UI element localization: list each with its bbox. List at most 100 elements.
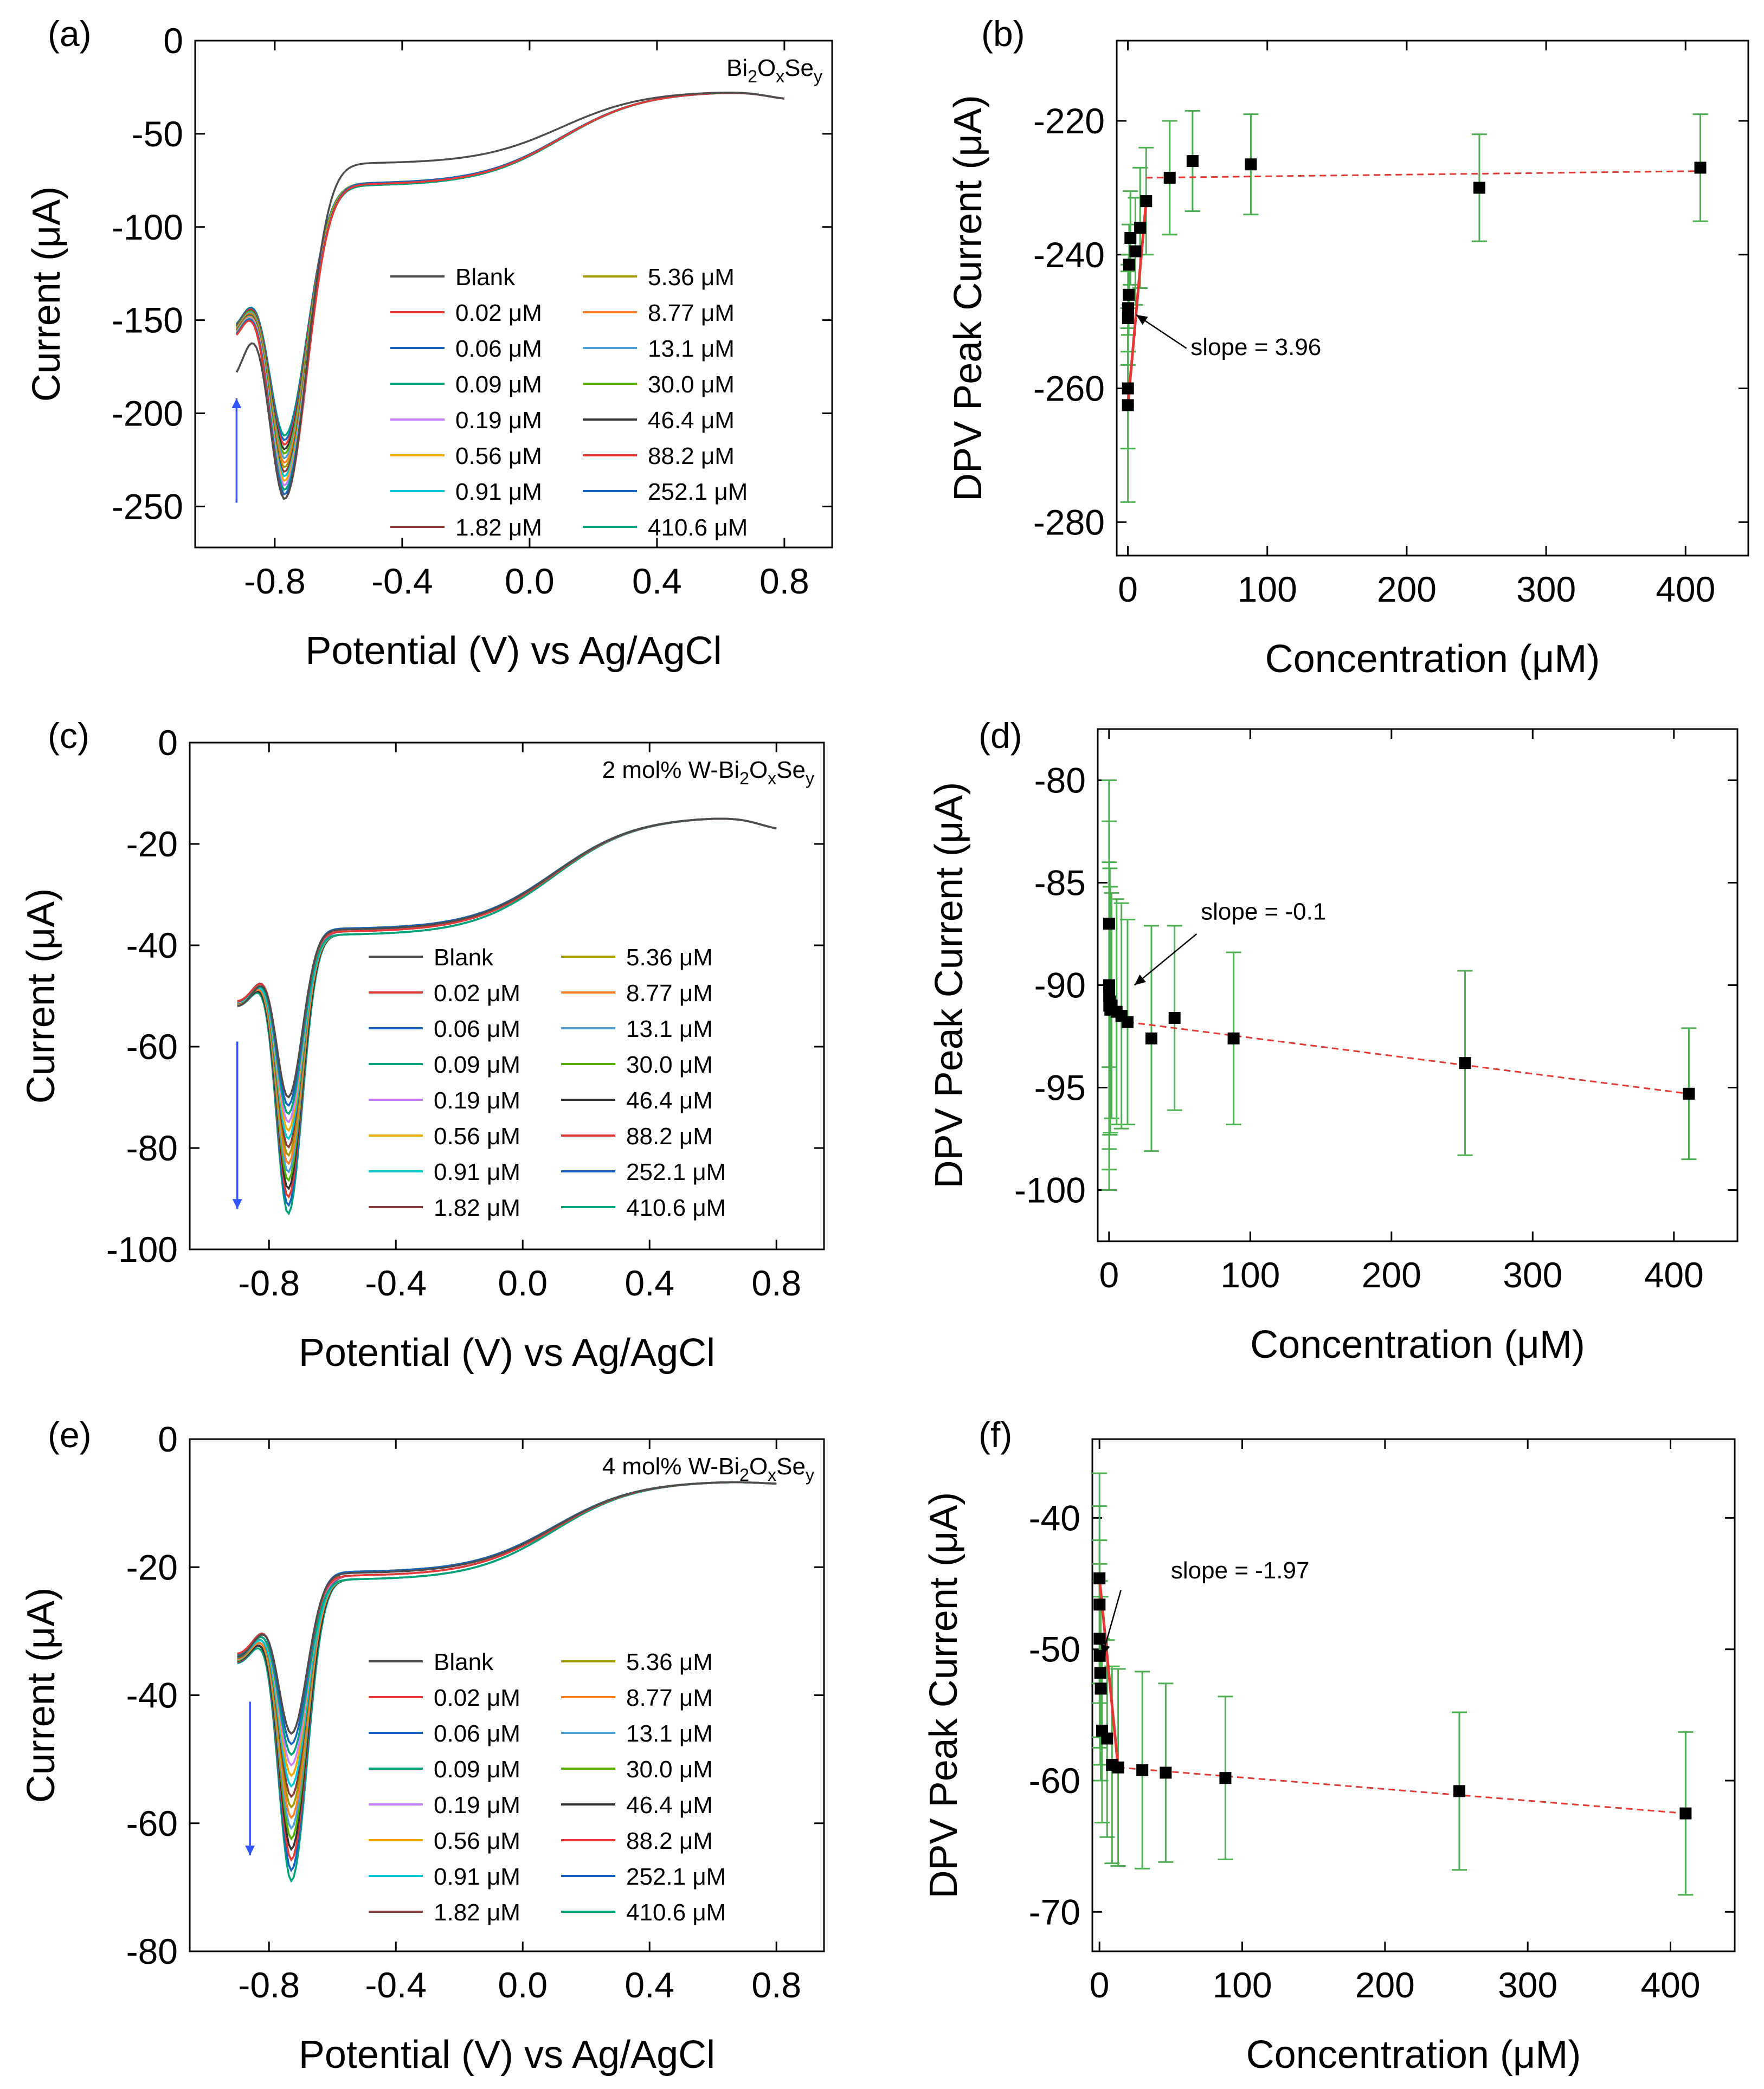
y-tick-label: 0 <box>163 21 183 61</box>
material-annotation: 2 mol% W-Bi2OxSey <box>602 757 814 788</box>
x-tick-label: 200 <box>1377 569 1437 609</box>
x-tick-label: 400 <box>1644 1255 1704 1295</box>
data-point <box>1168 1011 1181 1024</box>
data-point <box>1093 1633 1106 1645</box>
x-tick-label: -0.4 <box>365 1965 427 2005</box>
legend-label: 0.06 μM <box>455 336 542 362</box>
plot-frame <box>189 742 825 1250</box>
annotation-subscript: x <box>768 1465 776 1485</box>
x-tick-label: 100 <box>1212 1965 1272 2005</box>
data-point <box>1122 312 1134 325</box>
x-tick-label: -0.8 <box>238 1965 300 2005</box>
x-axis-label: Potential (V) vs Ag/AgCl <box>305 629 722 673</box>
x-tick-label: 200 <box>1355 1965 1415 2005</box>
legend-label: 0.06 μM <box>434 1720 520 1747</box>
x-tick-label: 200 <box>1362 1255 1421 1295</box>
legend-label: 0.09 μM <box>455 371 542 398</box>
annotation-text: O <box>749 1453 768 1480</box>
legend-label: 0.91 μM <box>434 1159 520 1185</box>
data-point <box>1121 1016 1134 1028</box>
y-tick-label: -240 <box>1033 235 1105 275</box>
legend-label: 0.56 μM <box>434 1123 520 1150</box>
series-line-Blank <box>237 1481 777 1735</box>
legend-label: 46.4 μM <box>626 1087 713 1114</box>
data-point <box>1140 195 1153 208</box>
series-line-Blank <box>235 92 785 500</box>
legend-label: 46.4 μM <box>626 1792 713 1819</box>
data-point <box>1136 1764 1149 1776</box>
curves <box>237 1481 777 1883</box>
series-line-0.56 μM <box>237 817 777 1132</box>
panel-label: (c) <box>48 715 89 756</box>
x-tick-label: 0.0 <box>505 561 555 601</box>
y-axis-label: DPV Peak Current (μA) <box>947 95 990 501</box>
y-tick-label: -100 <box>106 1229 178 1269</box>
annotation-subscript: y <box>806 1465 814 1485</box>
legend-label: 252.1 μM <box>648 479 748 505</box>
y-tick-label: -50 <box>132 114 183 154</box>
legend-label: 252.1 μM <box>626 1159 726 1185</box>
legend-label: 30.0 μM <box>626 1052 713 1078</box>
annotation-text: Bi <box>718 1453 739 1480</box>
y-tick-label: -20 <box>126 1547 178 1587</box>
slope-label: slope = 3.96 <box>1190 334 1321 360</box>
panel-c: -0.8 -0.4 0.0 0.4 0.8 0 -20 -40 -60 -80 -100 Potent… <box>20 715 825 1375</box>
legend-label: 88.2 μM <box>626 1828 713 1854</box>
data-point <box>1694 162 1707 174</box>
y-tick-label: -150 <box>112 300 183 340</box>
x-tick-label: 0 <box>1099 1255 1119 1295</box>
y-tick-label: -40 <box>126 1675 178 1716</box>
x-tick-label: 0 <box>1118 569 1138 609</box>
data-point <box>1683 1087 1695 1100</box>
data-point <box>1129 245 1142 257</box>
panel-label: (d) <box>978 715 1022 756</box>
legend-label: 0.56 μM <box>455 443 542 469</box>
legend-label: 1.82 μM <box>434 1195 520 1221</box>
y-tick-label: -90 <box>1034 965 1086 1005</box>
legend-label: 5.36 μM <box>626 1649 713 1675</box>
y-tick-label: -80 <box>126 1128 178 1168</box>
data-point <box>1093 1598 1106 1611</box>
y-axis-label: DPV Peak Current (μA) <box>928 782 971 1189</box>
x-tick-label: 0.0 <box>498 1263 548 1303</box>
x-tick-label: 400 <box>1640 1965 1700 2005</box>
data-point <box>1103 979 1115 991</box>
series-line-410.6 μM <box>237 1481 777 1883</box>
y-tick-label: -80 <box>126 1931 178 1971</box>
data-point <box>1101 1732 1113 1745</box>
y-tick-label: -220 <box>1033 101 1105 141</box>
trend-arrowhead <box>231 398 242 408</box>
plot-frame <box>1097 728 1739 1242</box>
legend-label: 0.09 μM <box>434 1756 520 1783</box>
trend-arrowhead <box>245 1845 255 1855</box>
fit-line-dashed <box>1146 170 1701 179</box>
x-tick-label: -0.4 <box>365 1263 427 1303</box>
data-point <box>1093 1572 1106 1584</box>
x-tick-label: 300 <box>1516 569 1576 609</box>
x-tick-label: -0.4 <box>371 561 433 601</box>
panel-b: 0 100 200 300 400 -220 -240 -260 -280 Concentrati… <box>947 14 1749 681</box>
y-axis-label: DPV Peak Current (μA) <box>922 1492 965 1899</box>
data-point <box>1679 1807 1692 1820</box>
panel-d: 0 100 200 300 400 -80 -85 -90 -95 -100 Concentrati… <box>928 715 1739 1366</box>
annotation-subscript: 2 <box>739 769 749 788</box>
x-axis-label: Concentration (μM) <box>1250 1323 1585 1366</box>
y-tick-label: -100 <box>1014 1170 1086 1210</box>
legend-label: 88.2 μM <box>626 1123 713 1150</box>
y-tick-label: -85 <box>1034 863 1086 903</box>
legend-label: 13.1 μM <box>626 1720 713 1747</box>
legend-label: 1.82 μM <box>455 514 542 541</box>
y-tick-label: -100 <box>112 207 183 247</box>
legend-label: 8.77 μM <box>626 980 713 1007</box>
x-axis-label: Potential (V) vs Ag/AgCl <box>299 1331 715 1375</box>
x-tick-label: -0.8 <box>238 1263 300 1303</box>
y-tick-label: -60 <box>126 1027 178 1067</box>
annotation-text: Bi <box>718 757 739 783</box>
y-tick-label: -20 <box>126 824 178 864</box>
y-tick-label: -50 <box>1029 1629 1080 1669</box>
material-annotation: 4 mol% W-Bi2OxSey <box>602 1453 814 1485</box>
x-tick-label: 0.0 <box>498 1965 548 2005</box>
annotation-text: Se <box>784 55 814 81</box>
legend-label: 8.77 μM <box>626 1685 713 1711</box>
